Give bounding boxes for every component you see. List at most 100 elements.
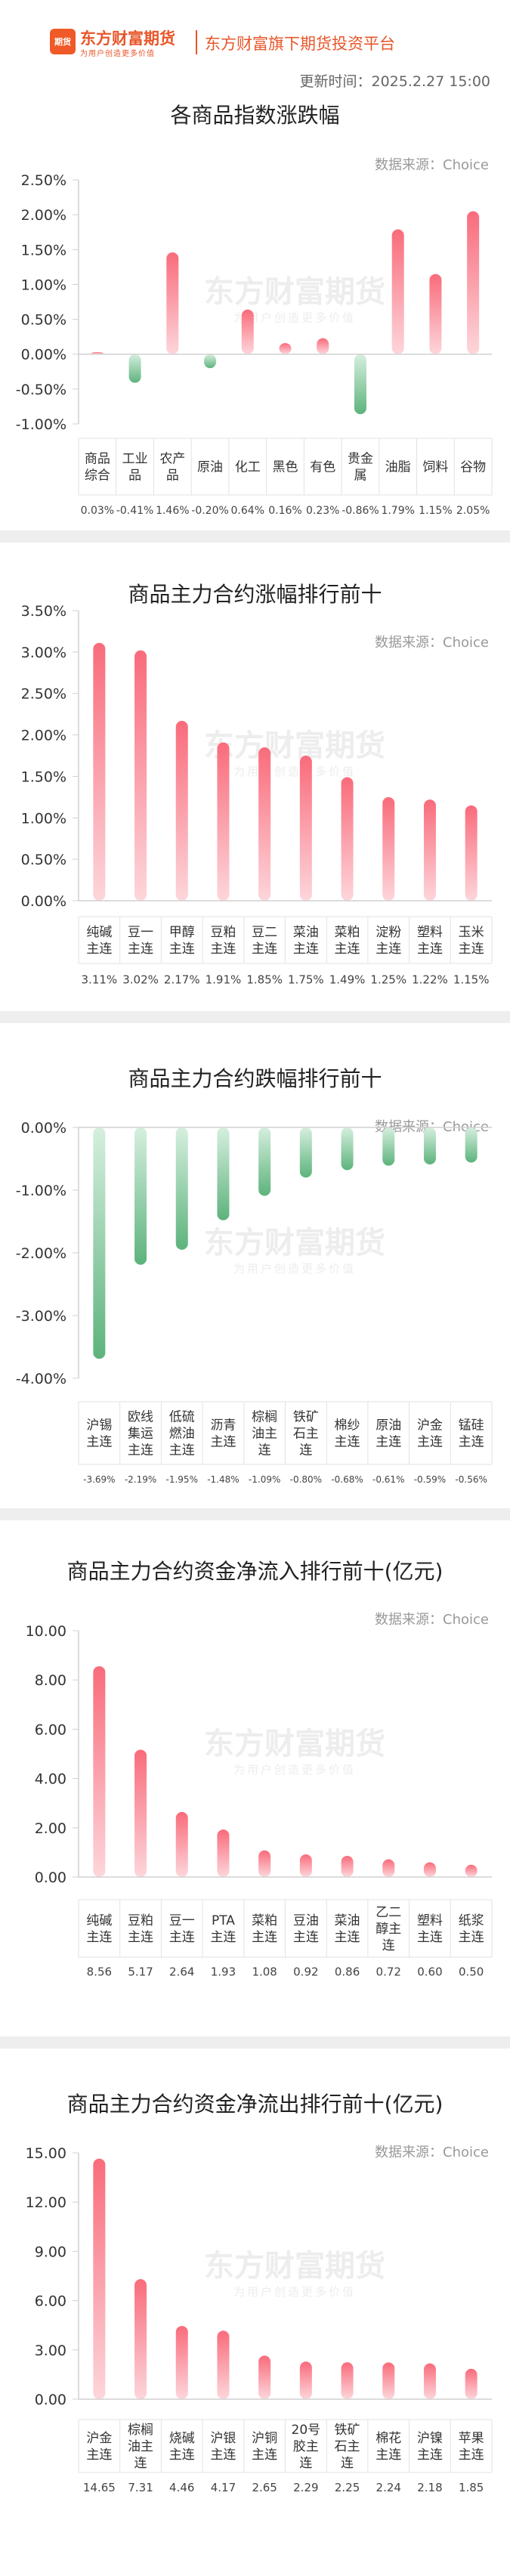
value-label: 2.65 [252,2481,277,2494]
value-label: -1.48% [207,1474,239,1485]
value-label: 0.60 [417,1965,442,1979]
chart-bar [175,2326,188,2399]
value-label: 2.24 [376,2481,401,2494]
y-tick-label: 12.00 [26,2194,66,2211]
value-label: 0.23% [306,505,339,517]
category-label: 锰硅主连 [459,1418,484,1450]
category-label: 甲醇主连 [169,925,195,957]
category-label: 沪锡主连 [86,1418,112,1450]
value-label: -0.86% [342,505,379,517]
value-label: -0.56% [455,1474,487,1485]
value-label: 3.11% [82,973,118,987]
watermark-text: 东方财富期货 [204,275,385,310]
chart-bar [279,342,292,354]
chart-panel-net-outflow: 商品主力合约资金净流出排行前十(亿元) 数据来源：Choice 东方财富期货 为用… [0,2049,510,2576]
category-label: 农产品 [159,452,185,484]
chart-bar [175,1127,188,1250]
chart-title: 商品主力合约跌幅排行前十 [128,1066,382,1091]
value-label: -0.80% [290,1474,322,1485]
chart-bar [299,2361,312,2399]
watermark-subtext: 为用户创造更多价值 [233,1262,356,1276]
chart-title: 商品主力合约资金净流出排行前十(亿元) [66,2092,444,2117]
chart-bar [175,1811,188,1877]
chart-source: 数据来源：Choice [375,157,489,173]
category-label: 豆二主连 [252,925,277,957]
y-tick-label: -2.00% [16,1245,66,1262]
value-label: 1.79% [381,505,414,517]
chart-bar [341,1127,354,1170]
value-label: 14.65 [83,2481,116,2494]
category-label: 原油主连 [376,1418,401,1450]
value-label: 8.56 [87,1965,112,1979]
watermark-text: 东方财富期货 [204,728,385,763]
category-label: 豆一主连 [169,1913,195,1945]
category-label: 饲料 [422,460,448,475]
value-label: 2.05% [456,505,490,517]
value-label: 1.08 [252,1965,277,1979]
chart-bar [258,2355,271,2399]
category-label: 谷物 [460,460,486,475]
value-label: 2.64 [169,1965,194,1979]
category-label: 菜粕主连 [335,925,360,957]
chart-bar [391,229,404,354]
y-tick-label: -0.50% [16,382,66,398]
category-label: 油脂 [385,460,411,475]
y-tick-label: -4.00% [16,1371,66,1387]
value-label: -3.69% [83,1474,115,1485]
category-label: 有色 [310,460,335,475]
category-label: 沪金主连 [86,2431,112,2463]
category-label: 纸浆主连 [459,1913,484,1945]
category-label: 菜油主连 [293,925,319,957]
category-label: 苹果主连 [459,2431,484,2463]
value-label: 1.46% [156,505,189,517]
category-label: 黑色 [273,460,298,475]
category-label: 棉花主连 [376,2431,401,2463]
category-label: 菜油主连 [335,1913,360,1945]
value-label: 4.46 [169,2481,194,2494]
y-tick-label: 1.00% [21,277,66,293]
chart-bar [299,756,312,901]
chart-bar [258,1850,271,1877]
chart-panel-index-change: 各商品指数涨跌幅 数据来源：Choice 东方财富期货 为用户创造更多价值 2.50… [0,94,510,530]
category-label: 铁矿石主连 [293,1410,319,1458]
value-label: -0.59% [414,1474,446,1485]
value-label: 2.29 [293,2481,318,2494]
chart-bar [423,2363,436,2399]
y-tick-label: 0.50% [21,852,66,868]
category-label: 20号胶主连 [292,2423,321,2471]
category-label: 沪镍主连 [417,2431,443,2463]
y-tick-label: 0.50% [21,312,66,329]
category-label: 沪铜主连 [252,2431,277,2463]
value-label: 1.25% [370,973,406,987]
value-label: 1.85% [246,973,283,987]
y-tick-label: 2.50% [21,172,66,189]
y-tick-label: 3.00% [21,645,66,661]
y-tick-label: 4.00 [35,1771,66,1788]
category-label: 塑料主连 [417,925,443,957]
chart-bar [134,2279,147,2399]
y-tick-label: 9.00 [35,2244,66,2260]
chart-bar [382,1859,395,1877]
chart-bar [258,1127,271,1196]
y-tick-label: 6.00 [35,2293,66,2310]
chart-title: 各商品指数涨跌幅 [170,103,340,128]
y-tick-label: 1.00% [21,810,66,827]
value-label: 5.17 [128,1965,153,1979]
value-label: -0.61% [372,1474,404,1485]
brand-logo-icon: 期货 [50,29,76,54]
category-label: 玉米主连 [459,925,484,957]
y-tick-label: 0.00 [35,2392,66,2408]
chart-bar [382,796,395,901]
value-label: 4.17 [211,2481,236,2494]
y-tick-label: 1.50% [21,768,66,785]
y-tick-label: -1.00% [16,1183,66,1199]
chart-panel-net-inflow: 商品主力合约资金净流入排行前十(亿元) 数据来源：Choice 东方财富期货 为用… [0,1520,510,2036]
value-label: 1.93 [211,1965,236,1979]
category-label: 棕榈油主连 [252,1410,277,1458]
update-time: 更新时间：2025.2.27 15:00 [299,73,491,90]
category-label: PTA 主连 [210,1913,236,1945]
chart-bar [465,1127,478,1163]
